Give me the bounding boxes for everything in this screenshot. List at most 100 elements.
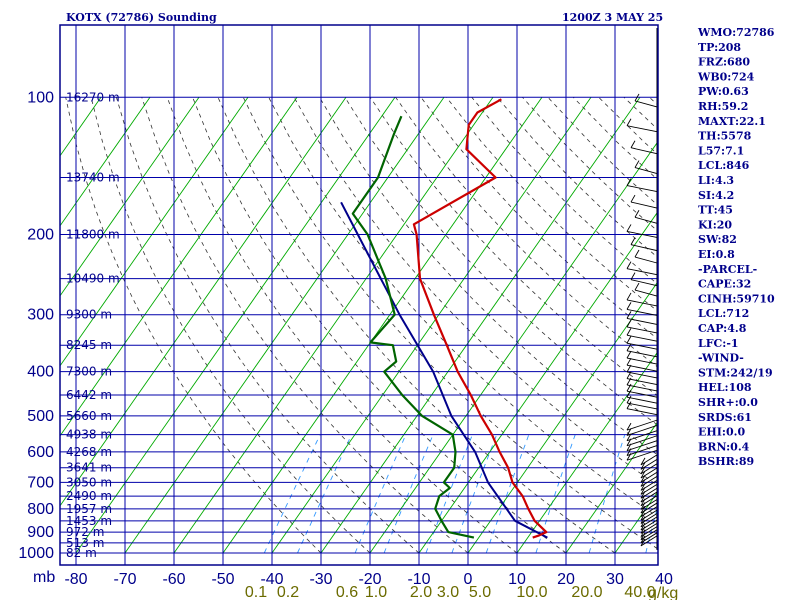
- wind-barb-feather: [640, 475, 646, 483]
- wind-barb-feather: [626, 443, 632, 451]
- wind-barb-feather: [626, 438, 632, 446]
- height-label: 10490 m: [66, 272, 120, 286]
- wind-barb: [640, 458, 658, 470]
- wind-barb: [626, 435, 658, 447]
- wind-barb: [626, 430, 658, 442]
- wind-barb-feather: [626, 448, 632, 456]
- isotherm-line: [369, 140, 658, 554]
- isotherm-line: [75, 97, 396, 554]
- temperature-tick-label: -80: [64, 571, 87, 588]
- height-label: 82 m: [66, 546, 97, 560]
- wind-barb-feather: [640, 519, 646, 528]
- index-value: EI:0.8: [698, 248, 735, 261]
- wind-barb: [626, 378, 658, 386]
- mixing-ratio-line: [297, 434, 352, 554]
- index-value: SI:4.2: [698, 189, 734, 202]
- index-value: LCL:712: [698, 307, 749, 320]
- wind-barb: [630, 201, 658, 209]
- mixing-ratio-line: [485, 434, 530, 554]
- mixing-ratio-line: [588, 434, 626, 554]
- wind-barb: [626, 125, 658, 133]
- wind-barb-feather: [634, 160, 640, 168]
- pressure-tick-label: 600: [27, 444, 54, 461]
- wind-barb-feather: [630, 237, 636, 245]
- temperature-tick-label: -50: [211, 571, 234, 588]
- index-value: SRDS:61: [698, 411, 752, 424]
- wind-barb: [640, 467, 658, 479]
- wind-barb: [640, 454, 658, 466]
- wind-barb-feather: [626, 261, 632, 269]
- height-label: 2490 m: [66, 489, 112, 503]
- height-label: 6442 m: [66, 388, 112, 402]
- height-label: 5660 m: [66, 409, 112, 423]
- wind-barb-feather: [626, 453, 632, 461]
- mixing-ratio-label: 1.0: [365, 584, 387, 600]
- index-value: CAPE:32: [698, 278, 751, 291]
- mixing-ratio-label: 2.0: [410, 584, 432, 600]
- wind-barb: [626, 390, 658, 398]
- mixing-ratio-line: [263, 434, 321, 554]
- wind-barb: [626, 230, 658, 238]
- height-label: 972 m: [66, 525, 104, 539]
- mixing-ratio-line: [425, 434, 473, 554]
- wind-barb: [626, 334, 658, 342]
- mixing-ratio-line: [451, 434, 498, 554]
- pressure-tick-label: 700: [27, 474, 54, 491]
- wind-barb-feather: [626, 401, 632, 409]
- index-value: -WIND-: [698, 352, 744, 365]
- wind-barb: [626, 308, 658, 316]
- pressure-unit-label: mb: [33, 569, 55, 586]
- temperature-tick-label: -60: [162, 571, 185, 588]
- wind-barb-feather: [626, 343, 632, 351]
- wind-barb-feather: [640, 538, 646, 547]
- height-label: 513 m: [66, 536, 104, 550]
- wind-barb-feather: [640, 522, 646, 531]
- index-value: MAXT:22.1: [698, 115, 766, 128]
- wind-barb: [634, 167, 658, 174]
- index-value: TH:5578: [698, 130, 752, 143]
- isotherm-line: [60, 97, 347, 507]
- wind-barb: [626, 445, 658, 456]
- index-value: SW:82: [698, 233, 737, 246]
- wind-barb: [626, 268, 658, 276]
- isotherm-line: [516, 350, 658, 554]
- pressure-tick-label: 900: [27, 524, 54, 541]
- wind-barb-feather: [626, 395, 632, 404]
- wind-barb: [626, 364, 658, 372]
- wind-barb: [634, 289, 658, 297]
- pressure-tick-label: 200: [27, 226, 54, 243]
- wind-barb-feather: [634, 210, 640, 218]
- wind-barb: [626, 402, 658, 410]
- height-label: 11800 m: [66, 227, 120, 241]
- wind-barb-feather: [640, 466, 646, 474]
- wind-barb: [634, 100, 658, 108]
- wind-barb-feather: [640, 532, 646, 540]
- height-label: 4938 m: [66, 428, 112, 442]
- height-label: 13740 m: [66, 171, 120, 185]
- mixing-ratio-label: 5.0: [469, 584, 491, 600]
- mixing-ratio-label: 40.0: [624, 584, 655, 600]
- wind-barb-feather: [626, 357, 632, 366]
- isotherm-line: [271, 97, 592, 554]
- temperature-tick-label: -40: [260, 571, 283, 588]
- wind-barb-feather: [626, 364, 632, 373]
- height-label: 1957 m: [66, 502, 112, 516]
- wind-barb: [630, 279, 658, 287]
- isotherm-line: [222, 97, 543, 554]
- mixing-ratio-label: 0.2: [277, 584, 299, 600]
- index-value: TT:45: [698, 204, 733, 217]
- wind-barb: [626, 357, 658, 365]
- wind-barb: [626, 384, 658, 392]
- mixing-ratio-label: 10.0: [516, 584, 547, 600]
- wind-barb-feather: [626, 118, 632, 126]
- index-value: BSHR:89: [698, 455, 754, 468]
- wind-barb: [626, 185, 658, 192]
- wind-barb-feather: [640, 509, 646, 517]
- wind-barb: [640, 471, 658, 483]
- wind-barb: [626, 326, 658, 334]
- wind-barb: [626, 299, 658, 307]
- height-label: 8245 m: [66, 338, 112, 352]
- wind-barb: [626, 350, 658, 358]
